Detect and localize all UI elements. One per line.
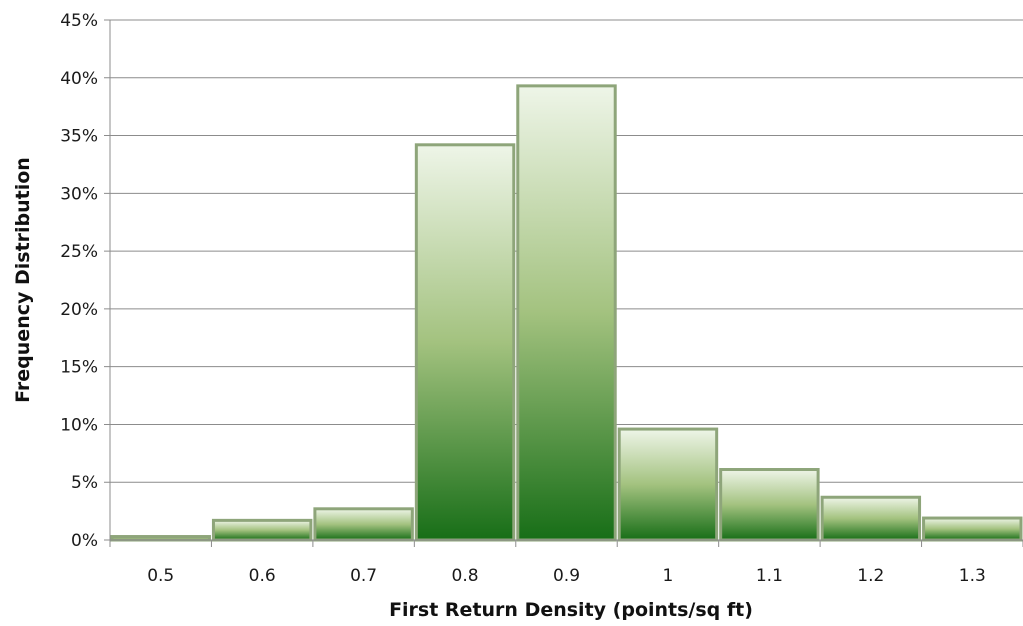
y-tick-label: 25% xyxy=(60,242,98,262)
x-axis-tick-labels: 0.5 0.6 0.7 0.8 0.9 1 1.1 1.2 1.3 xyxy=(109,540,1023,586)
bars xyxy=(110,84,1023,542)
x-tick-label: 0.5 xyxy=(147,566,174,586)
x-tick-label: 0.7 xyxy=(350,566,377,586)
bar-1.2 xyxy=(820,495,922,542)
y-axis-title: Frequency Distribution xyxy=(12,157,34,403)
x-tick-label: 0.8 xyxy=(452,566,479,586)
bar-1 xyxy=(617,427,719,542)
y-tick-label: 30% xyxy=(60,184,98,204)
x-tick-label: 0.9 xyxy=(553,566,580,586)
bar-0.8 xyxy=(414,143,516,542)
y-tick-label: 5% xyxy=(71,473,98,493)
x-tick-label: 1.1 xyxy=(756,566,783,586)
y-axis-tick-labels: 0% 5% 10% 15% 20% 25% 30% 35% 40% 45% xyxy=(60,11,98,551)
x-tick-label: 1.2 xyxy=(857,566,884,586)
bar-0.9 xyxy=(516,84,617,542)
bar-0.7 xyxy=(313,507,414,542)
y-tick-label: 45% xyxy=(60,11,98,31)
y-tick-label: 10% xyxy=(60,415,98,435)
bar-0.6 xyxy=(211,518,313,542)
bar-1.1 xyxy=(719,468,820,542)
y-tick-label: 40% xyxy=(60,69,98,89)
x-axis-title: First Return Density (points/sq ft) xyxy=(389,599,753,621)
y-tick-label: 15% xyxy=(60,358,98,378)
x-tick-label: 1.3 xyxy=(959,566,986,586)
y-tick-label: 20% xyxy=(60,300,98,320)
bar-1.3 xyxy=(922,516,1023,542)
x-tick-label: 0.6 xyxy=(249,566,276,586)
x-tick-label: 1 xyxy=(663,566,674,586)
bar-0.5 xyxy=(110,535,211,542)
y-tick-label: 35% xyxy=(60,127,98,147)
y-tick-label: 0% xyxy=(71,531,98,551)
